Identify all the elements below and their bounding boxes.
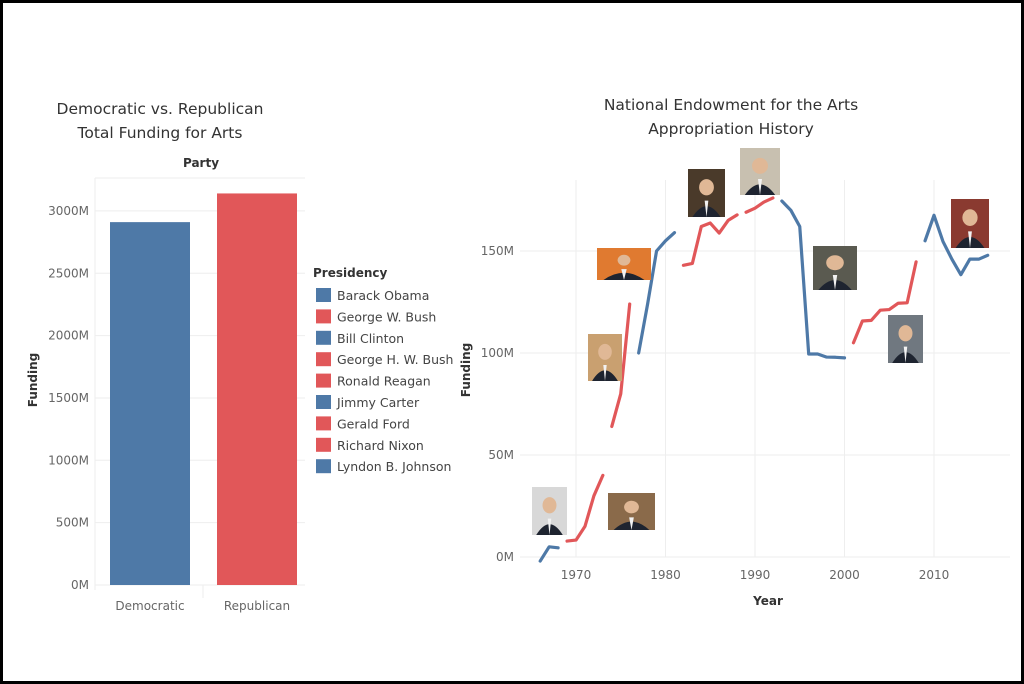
legend-item-label: Lyndon B. Johnson xyxy=(337,459,451,474)
legend-item-label: Barack Obama xyxy=(337,288,429,303)
legend-title: Presidency xyxy=(313,266,387,280)
legend-item-label: Ronald Reagan xyxy=(337,374,431,389)
portrait-face xyxy=(699,179,714,196)
portrait-shirt xyxy=(968,231,972,248)
y-tick-label: 500M xyxy=(56,516,89,530)
y-tick-label: 0M xyxy=(71,578,89,592)
x-tick-label: 2010 xyxy=(919,568,950,582)
portrait-face xyxy=(826,255,844,271)
x-tick-label: 1980 xyxy=(650,568,681,582)
legend-item-label: George W. Bush xyxy=(337,309,436,324)
portrait-face xyxy=(542,497,557,514)
y-tick-label: 0M xyxy=(496,550,514,564)
presidency-legend: Barack Obama George W. Bush Bill Clinton Ge… xyxy=(316,288,453,474)
series-line-lyndon-b-johnson xyxy=(538,545,560,563)
portrait-shirt xyxy=(603,365,607,381)
portrait-shirt xyxy=(903,346,908,363)
legend-swatch xyxy=(316,416,331,431)
y-tick-label: 2500M xyxy=(48,266,89,280)
legend-item-label: Bill Clinton xyxy=(337,331,404,346)
legend-swatch xyxy=(316,330,331,345)
portrait-lyndon-b-johnson xyxy=(532,487,567,535)
portrait-bill-clinton xyxy=(813,246,857,290)
legend-swatch xyxy=(316,352,331,367)
legend-item-label: Jimmy Carter xyxy=(336,395,420,410)
legend-item-label: Richard Nixon xyxy=(337,438,424,453)
legend-swatch xyxy=(316,309,331,324)
portrait-shirt xyxy=(547,518,552,535)
series-line-ronald-reagan xyxy=(681,213,739,267)
series-line-gerald-ford xyxy=(610,302,632,429)
portrait-shirt xyxy=(629,517,634,530)
legend-swatch xyxy=(316,288,331,302)
dashboard-canvas: Democratic vs. Republican Total Funding … xyxy=(26,96,1010,613)
x-tick-label: 1990 xyxy=(740,568,771,582)
line-y-axis-label: Funding xyxy=(459,343,473,398)
series-line-george-w-bush xyxy=(851,260,918,345)
x-tick-label: Democratic xyxy=(115,599,184,613)
series-line-barack-obama xyxy=(923,213,990,277)
y-tick-label: 100M xyxy=(481,346,514,360)
portrait-face xyxy=(898,325,913,342)
portrait-face xyxy=(617,254,631,266)
line-chart-title-line2: Appropriation History xyxy=(648,120,814,138)
party-column-header: Party xyxy=(183,156,219,170)
portrait-george-h-w-bush xyxy=(740,148,780,195)
dashboard: Democratic vs. Republican Total Funding … xyxy=(3,3,1021,681)
series-line-jimmy-carter xyxy=(637,231,677,355)
series-line-richard-nixon xyxy=(565,473,605,543)
legend-swatch xyxy=(316,437,331,452)
portrait-shirt xyxy=(758,179,762,195)
y-tick-label: 2000M xyxy=(48,329,89,343)
x-tick-label: Republican xyxy=(224,599,290,613)
legend-item-label: George H. W. Bush xyxy=(337,352,453,367)
portrait-gerald-ford xyxy=(588,334,622,381)
legend-swatch xyxy=(316,395,331,409)
portrait-shirt xyxy=(704,200,709,217)
bar-democratic xyxy=(110,222,190,586)
y-tick-label: 1500M xyxy=(48,391,89,405)
series-line-george-h-w-bush xyxy=(744,196,775,214)
portrait-jimmy-carter xyxy=(597,248,651,280)
y-tick-label: 150M xyxy=(481,244,514,258)
y-tick-label: 1000M xyxy=(48,453,89,467)
line-x-axis-label: Year xyxy=(752,594,783,608)
portrait-face xyxy=(598,343,612,360)
portrait-shirt xyxy=(621,269,627,280)
portrait-face xyxy=(624,500,639,514)
legend-swatch xyxy=(316,373,331,388)
nea-line-chart: National Endowment for the Arts Appropri… xyxy=(459,96,1010,608)
legend-item-label: Gerald Ford xyxy=(337,416,410,431)
portrait-barack-obama xyxy=(951,199,989,248)
portrait-shirt xyxy=(832,275,838,290)
bar-republican xyxy=(217,193,297,585)
bar-chart-title-line1: Democratic vs. Republican xyxy=(57,100,264,118)
portrait-george-w-bush xyxy=(888,315,923,363)
portrait-ronald-reagan xyxy=(688,169,725,217)
y-tick-label: 50M xyxy=(488,448,514,462)
portrait-face xyxy=(752,157,768,174)
x-tick-label: 1970 xyxy=(561,568,592,582)
bar-chart-title-line2: Total Funding for Arts xyxy=(77,124,243,142)
bar-y-axis-label: Funding xyxy=(26,353,40,408)
party-bar-chart: Democratic vs. Republican Total Funding … xyxy=(26,100,453,613)
y-tick-label: 3000M xyxy=(48,204,89,218)
portrait-richard-nixon xyxy=(608,493,655,530)
portrait-face xyxy=(962,209,978,226)
x-tick-label: 2000 xyxy=(829,568,860,582)
legend-swatch xyxy=(316,459,331,474)
series-line-bill-clinton xyxy=(780,199,847,360)
line-chart-title-line1: National Endowment for the Arts xyxy=(604,96,858,114)
